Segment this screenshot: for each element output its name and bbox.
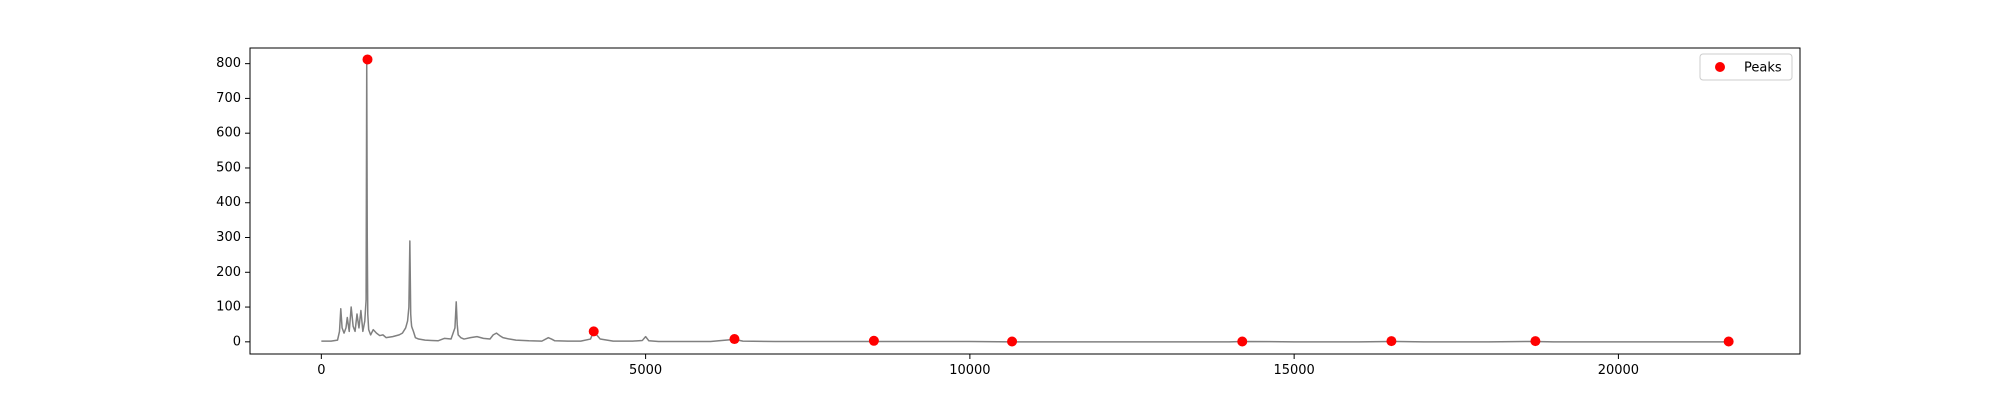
x-tick-label: 5000 <box>629 363 662 378</box>
y-tick-label: 500 <box>216 160 241 175</box>
legend-box <box>1699 53 1793 81</box>
peak-point <box>1237 336 1248 347</box>
peak-point <box>1386 336 1397 347</box>
peak-point <box>1723 336 1734 347</box>
y-tick-label: 800 <box>216 56 241 71</box>
legend: Peaks <box>1699 53 1793 81</box>
peak-point <box>1530 336 1541 347</box>
axes-frame <box>249 47 1801 355</box>
series-line <box>321 59 1729 343</box>
legend-label-peaks: Peaks <box>1744 61 1782 76</box>
peak-point <box>868 335 879 346</box>
y-tick-label: 0 <box>233 334 241 349</box>
y-tick-label: 100 <box>216 300 241 315</box>
y-tick-label: 600 <box>216 126 241 141</box>
peak-point <box>1007 336 1018 347</box>
plot-area <box>321 54 1734 347</box>
y-tick-label: 300 <box>216 230 241 245</box>
legend-marker-peaks <box>1715 62 1725 72</box>
peak-point <box>588 326 599 337</box>
y-tick-label: 400 <box>216 195 241 210</box>
peak-point <box>729 334 740 345</box>
x-tick-label: 0 <box>317 363 325 378</box>
y-tick-label: 200 <box>216 265 241 280</box>
x-tick-label: 20000 <box>1598 363 1639 378</box>
x-tick-label: 15000 <box>1273 363 1314 378</box>
peak-point <box>362 54 373 65</box>
y-tick-label: 700 <box>216 91 241 106</box>
x-tick-label: 10000 <box>949 363 990 378</box>
axis-ticks: 0 5000 10000 15000 20000 0 100 200 300 400 500 600 7… <box>216 56 1639 378</box>
